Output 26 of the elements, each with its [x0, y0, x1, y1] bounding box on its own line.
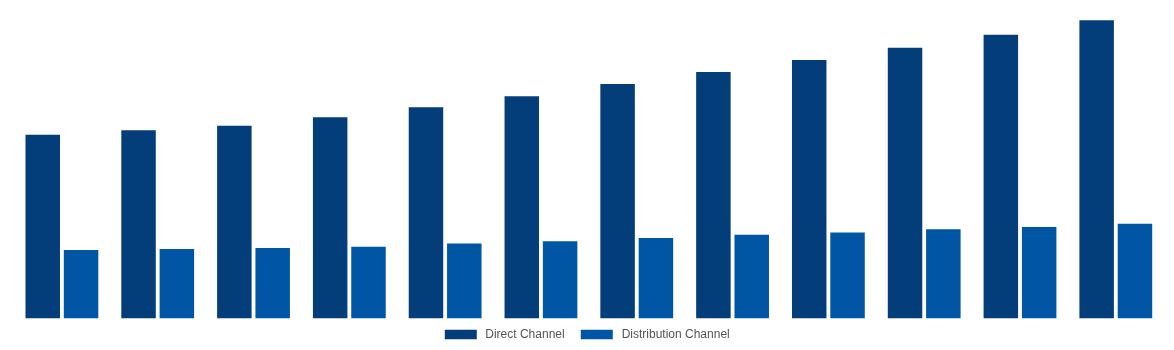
- bar: [734, 234, 769, 319]
- bar: [504, 96, 540, 319]
- bar: [255, 247, 290, 319]
- bar: [447, 243, 482, 319]
- bar: [983, 34, 1019, 319]
- bar: [25, 134, 60, 319]
- bar: [830, 232, 865, 319]
- bar: [1079, 20, 1114, 319]
- bar: [926, 229, 961, 319]
- bar: [1117, 223, 1153, 319]
- bar: [159, 249, 195, 319]
- bar: [121, 130, 156, 319]
- bar: [542, 241, 578, 319]
- legend-label: Direct Channel: [485, 327, 565, 341]
- bar: [887, 47, 923, 319]
- bar: [217, 125, 252, 319]
- bar: [696, 71, 731, 319]
- bar: [638, 238, 674, 319]
- bar: [408, 107, 444, 319]
- bar: [63, 249, 99, 319]
- bar: [600, 84, 635, 319]
- bar: [1021, 227, 1057, 319]
- bar: [791, 59, 827, 319]
- bar: [351, 246, 386, 319]
- legend-label: Distribution Channel: [621, 327, 730, 341]
- bar: [312, 117, 348, 319]
